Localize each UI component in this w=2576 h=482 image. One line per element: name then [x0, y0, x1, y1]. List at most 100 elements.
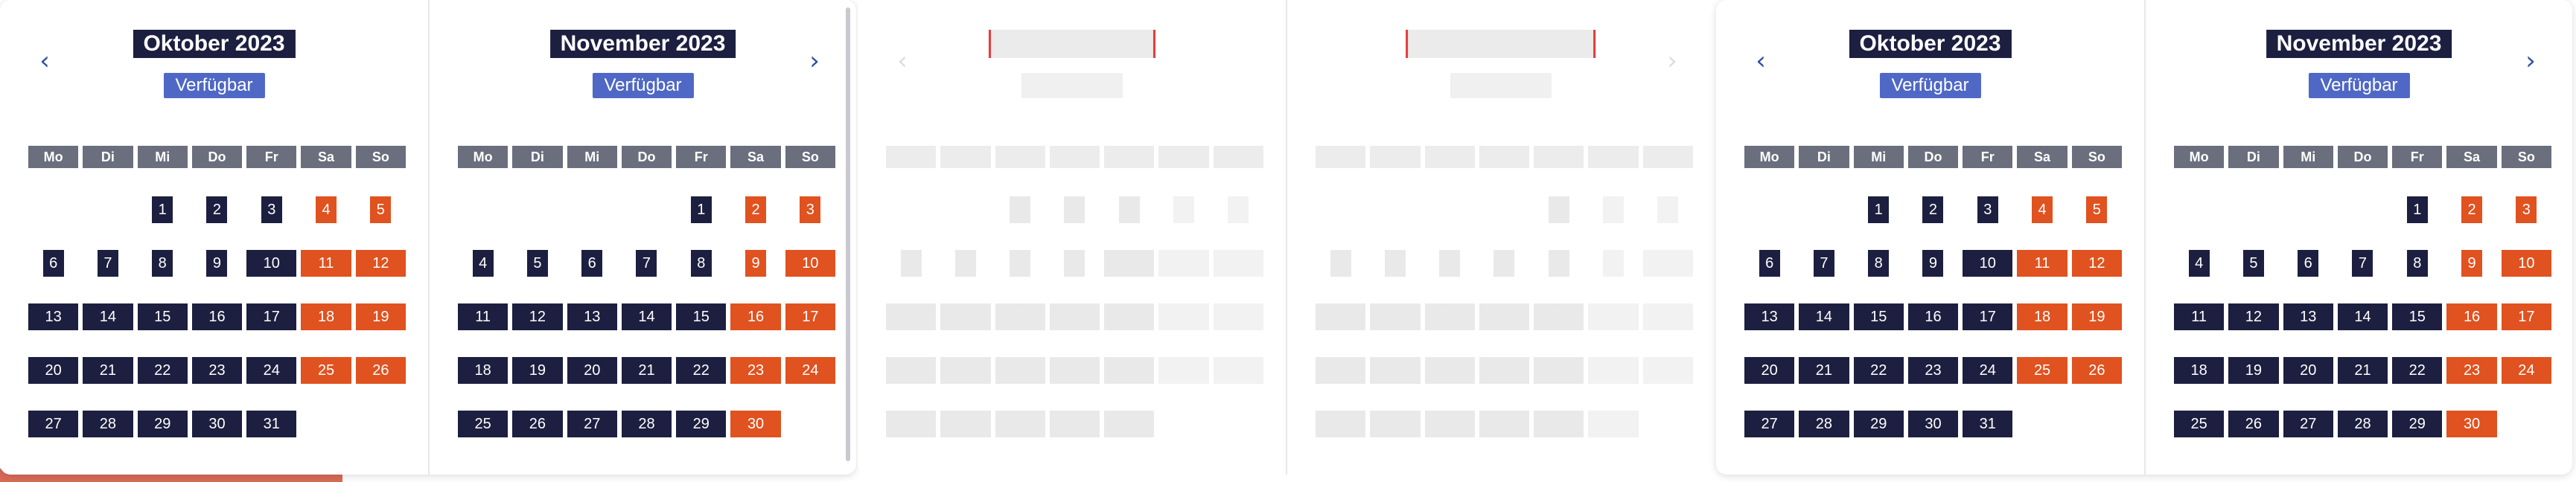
weekend-day-cell[interactable]: 30 [1588, 411, 1639, 437]
day-cell[interactable]: 18 [458, 357, 508, 384]
day-cell[interactable]: 2 [1922, 196, 1944, 223]
day-cell[interactable]: 11 [1316, 303, 1366, 330]
day-cell[interactable]: 3 [1118, 196, 1140, 223]
day-cell[interactable]: 20 [886, 357, 937, 384]
weekend-day-cell[interactable]: 18 [2017, 303, 2068, 330]
day-cell[interactable]: 14 [940, 303, 991, 330]
day-cell[interactable]: 6 [581, 250, 603, 277]
day-cell[interactable]: 3 [1977, 196, 1998, 223]
day-cell[interactable]: 4 [2188, 250, 2210, 277]
day-cell[interactable]: 8 [152, 250, 173, 277]
day-cell[interactable]: 26 [1370, 411, 1421, 437]
day-cell[interactable]: 5 [526, 250, 548, 277]
day-cell[interactable]: 30 [191, 411, 243, 437]
day-cell[interactable]: 28 [940, 411, 991, 437]
day-cell[interactable]: 10 [246, 250, 297, 277]
day-cell[interactable]: 8 [1868, 250, 1890, 277]
weekend-day-cell[interactable]: 19 [1213, 303, 1263, 330]
day-cell[interactable]: 11 [2174, 303, 2225, 330]
day-cell[interactable]: 29 [676, 411, 727, 437]
day-cell[interactable]: 23 [191, 357, 243, 384]
day-cell[interactable]: 2 [206, 196, 228, 223]
weekend-day-cell[interactable]: 26 [1213, 357, 1263, 384]
weekend-day-cell[interactable]: 4 [1173, 196, 1195, 223]
day-cell[interactable]: 12 [1370, 303, 1421, 330]
day-cell[interactable]: 15 [1853, 303, 1904, 330]
day-cell[interactable]: 6 [42, 250, 64, 277]
day-cell[interactable]: 9 [1922, 250, 1944, 277]
day-cell[interactable]: 27 [886, 411, 937, 437]
day-cell[interactable]: 9 [1064, 250, 1085, 277]
day-cell[interactable]: 27 [1744, 411, 1795, 437]
day-cell[interactable]: 18 [1316, 357, 1366, 384]
weekend-day-cell[interactable]: 18 [301, 303, 351, 330]
day-cell[interactable]: 14 [1479, 303, 1530, 330]
day-cell[interactable]: 28 [2337, 411, 2388, 437]
day-cell[interactable]: 15 [2392, 303, 2443, 330]
weekend-day-cell[interactable]: 12 [1213, 250, 1263, 277]
day-cell[interactable]: 29 [137, 411, 188, 437]
day-cell[interactable]: 14 [621, 303, 672, 330]
weekend-day-cell[interactable]: 11 [2017, 250, 2068, 277]
weekend-day-cell[interactable]: 23 [1588, 357, 1639, 384]
day-cell[interactable]: 6 [1759, 250, 1780, 277]
day-cell[interactable]: 20 [28, 357, 79, 384]
day-cell[interactable]: 16 [191, 303, 243, 330]
day-cell[interactable]: 4 [1330, 250, 1351, 277]
day-cell[interactable]: 6 [2298, 250, 2319, 277]
day-cell[interactable]: 13 [28, 303, 79, 330]
weekend-day-cell[interactable]: 3 [1657, 196, 1679, 223]
day-cell[interactable]: 26 [512, 411, 563, 437]
weekend-day-cell[interactable]: 24 [2501, 357, 2551, 384]
day-cell[interactable]: 22 [1853, 357, 1904, 384]
weekend-day-cell[interactable]: 17 [2501, 303, 2551, 330]
weekend-day-cell[interactable]: 18 [1158, 303, 1209, 330]
day-cell[interactable]: 24 [1963, 357, 2013, 384]
day-cell[interactable]: 21 [940, 357, 991, 384]
day-cell[interactable]: 8 [2406, 250, 2428, 277]
day-cell[interactable]: 27 [2283, 411, 2333, 437]
day-cell[interactable]: 27 [1424, 411, 1475, 437]
day-cell[interactable]: 5 [1384, 250, 1406, 277]
weekend-day-cell[interactable]: 5 [1228, 196, 1249, 223]
weekend-day-cell[interactable]: 23 [730, 357, 781, 384]
day-cell[interactable]: 21 [2337, 357, 2388, 384]
day-cell[interactable]: 15 [137, 303, 188, 330]
day-cell[interactable]: 5 [2242, 250, 2264, 277]
next-month-chevron-icon[interactable]: › [2516, 46, 2545, 76]
day-cell[interactable]: 8 [1010, 250, 1031, 277]
day-cell[interactable]: 6 [900, 250, 922, 277]
weekend-day-cell[interactable]: 9 [1603, 250, 1625, 277]
day-cell[interactable]: 10 [1104, 250, 1155, 277]
weekend-day-cell[interactable]: 19 [355, 303, 406, 330]
day-cell[interactable]: 29 [2392, 411, 2443, 437]
day-cell[interactable]: 1 [1010, 196, 1031, 223]
day-cell[interactable]: 25 [1316, 411, 1366, 437]
day-cell[interactable]: 28 [1479, 411, 1530, 437]
weekend-day-cell[interactable]: 3 [800, 196, 821, 223]
day-cell[interactable]: 22 [137, 357, 188, 384]
weekend-day-cell[interactable]: 16 [2446, 303, 2497, 330]
day-cell[interactable]: 22 [2392, 357, 2443, 384]
next-month-chevron-icon[interactable]: › [1657, 46, 1687, 76]
day-cell[interactable]: 16 [1907, 303, 1959, 330]
day-cell[interactable]: 2 [1064, 196, 1085, 223]
day-cell[interactable]: 29 [995, 411, 1045, 437]
weekend-day-cell[interactable]: 11 [1158, 250, 1209, 277]
day-cell[interactable]: 28 [1799, 411, 1849, 437]
day-cell[interactable]: 12 [2228, 303, 2279, 330]
weekend-day-cell[interactable]: 11 [301, 250, 351, 277]
day-cell[interactable]: 25 [2174, 411, 2225, 437]
day-cell[interactable]: 23 [1049, 357, 1100, 384]
day-cell[interactable]: 7 [1493, 250, 1515, 277]
day-cell[interactable]: 1 [2406, 196, 2428, 223]
weekend-day-cell[interactable]: 16 [730, 303, 781, 330]
day-cell[interactable]: 26 [2228, 411, 2279, 437]
day-cell[interactable]: 13 [1424, 303, 1475, 330]
day-cell[interactable]: 15 [995, 303, 1045, 330]
day-cell[interactable]: 17 [1104, 303, 1155, 330]
day-cell[interactable]: 18 [2174, 357, 2225, 384]
weekend-day-cell[interactable]: 2 [1603, 196, 1625, 223]
weekend-day-cell[interactable]: 2 [2461, 196, 2483, 223]
day-cell[interactable]: 10 [1963, 250, 2013, 277]
